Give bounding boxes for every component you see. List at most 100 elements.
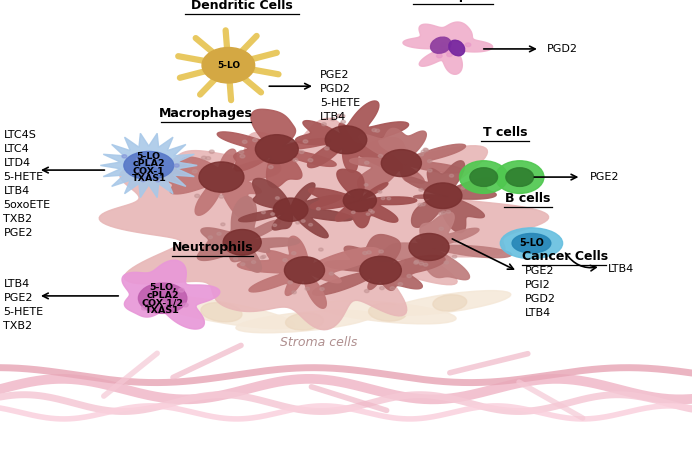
Ellipse shape [369, 303, 406, 321]
Text: 5-HETE: 5-HETE [3, 307, 44, 317]
Circle shape [446, 211, 450, 213]
Circle shape [444, 261, 448, 264]
Circle shape [253, 138, 257, 142]
Circle shape [340, 115, 345, 117]
Circle shape [441, 211, 446, 214]
Circle shape [303, 140, 308, 143]
Polygon shape [309, 169, 417, 228]
Text: LTC4S: LTC4S [3, 130, 37, 140]
Text: TXB2: TXB2 [3, 214, 33, 224]
Circle shape [155, 297, 161, 301]
Circle shape [379, 191, 382, 193]
Circle shape [234, 257, 238, 260]
Polygon shape [295, 101, 408, 172]
Circle shape [424, 148, 428, 151]
Circle shape [364, 184, 368, 186]
Circle shape [288, 281, 293, 284]
Text: LTB4: LTB4 [3, 279, 30, 289]
Circle shape [343, 189, 376, 212]
Circle shape [363, 252, 367, 254]
Circle shape [242, 140, 247, 144]
Polygon shape [99, 118, 549, 330]
Circle shape [415, 260, 419, 263]
Circle shape [381, 197, 385, 199]
Circle shape [443, 49, 448, 53]
Polygon shape [152, 149, 281, 223]
Circle shape [194, 194, 200, 198]
Circle shape [450, 48, 455, 52]
Circle shape [202, 48, 255, 83]
Circle shape [437, 54, 442, 58]
Circle shape [273, 224, 277, 226]
Text: PGD2: PGD2 [320, 83, 351, 94]
Circle shape [221, 223, 225, 226]
Text: PGD2: PGD2 [547, 44, 578, 54]
Circle shape [219, 195, 224, 198]
Text: 5-HETE: 5-HETE [320, 97, 360, 108]
Polygon shape [312, 234, 445, 295]
Circle shape [179, 288, 184, 292]
Circle shape [239, 151, 244, 154]
Text: Dendritic Cells: Dendritic Cells [191, 0, 293, 12]
Circle shape [419, 188, 423, 192]
Circle shape [461, 186, 465, 189]
Circle shape [301, 220, 305, 222]
Circle shape [459, 161, 508, 193]
Circle shape [192, 170, 197, 173]
Circle shape [260, 256, 264, 259]
Circle shape [217, 233, 221, 235]
Circle shape [223, 230, 262, 255]
Circle shape [424, 149, 428, 151]
Text: LTC4: LTC4 [3, 144, 29, 154]
Text: T cells: T cells [483, 126, 527, 139]
Circle shape [299, 151, 304, 153]
Circle shape [262, 211, 265, 214]
Text: LTD4: LTD4 [3, 158, 30, 168]
Circle shape [424, 183, 462, 209]
Text: TXAS1: TXAS1 [131, 174, 166, 183]
Circle shape [160, 302, 165, 306]
Circle shape [421, 150, 426, 153]
Circle shape [369, 209, 372, 212]
Polygon shape [217, 110, 336, 188]
Circle shape [284, 257, 325, 284]
Circle shape [439, 227, 444, 230]
Text: 5-LO: 5-LO [217, 61, 240, 70]
Circle shape [240, 155, 245, 158]
Circle shape [150, 174, 155, 177]
Circle shape [143, 173, 147, 176]
Circle shape [187, 163, 192, 166]
Circle shape [421, 203, 426, 206]
Polygon shape [403, 22, 493, 74]
Circle shape [381, 150, 421, 177]
Ellipse shape [148, 295, 295, 329]
Circle shape [465, 43, 471, 47]
Circle shape [414, 261, 418, 264]
Text: PGI2: PGI2 [525, 280, 550, 290]
Text: cPLA2: cPLA2 [146, 291, 179, 300]
Circle shape [291, 252, 296, 254]
Circle shape [379, 155, 383, 158]
Circle shape [206, 157, 210, 160]
Circle shape [418, 204, 422, 206]
Text: PGE2: PGE2 [3, 293, 33, 303]
Circle shape [325, 147, 329, 150]
Circle shape [275, 197, 280, 199]
Circle shape [398, 282, 403, 286]
Circle shape [268, 165, 273, 169]
Text: 5-LO: 5-LO [519, 238, 544, 248]
Circle shape [201, 156, 206, 159]
Circle shape [387, 197, 391, 200]
Circle shape [122, 155, 127, 158]
Circle shape [441, 43, 446, 47]
Circle shape [273, 198, 308, 221]
Ellipse shape [138, 283, 187, 314]
Ellipse shape [124, 151, 174, 179]
Text: COX-1: COX-1 [133, 166, 165, 176]
Circle shape [147, 161, 152, 164]
Circle shape [419, 262, 424, 265]
Circle shape [495, 161, 544, 193]
Circle shape [325, 126, 367, 154]
Text: LTB4: LTB4 [525, 308, 551, 318]
Text: TXB2: TXB2 [3, 321, 33, 331]
